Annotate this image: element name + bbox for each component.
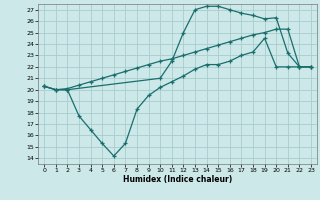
- X-axis label: Humidex (Indice chaleur): Humidex (Indice chaleur): [123, 175, 232, 184]
